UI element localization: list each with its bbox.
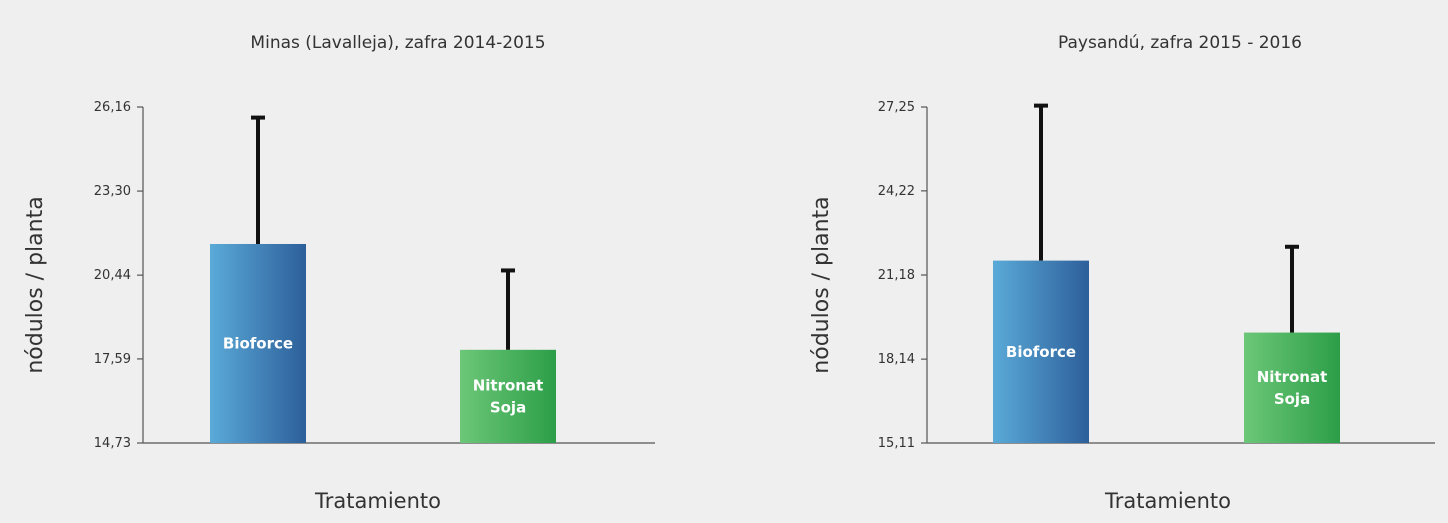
bar-label: Nitronat xyxy=(473,376,544,394)
y-tick-label: 14,73 xyxy=(94,436,131,451)
chart-title: Paysandú, zafra 2015 - 2016 xyxy=(1058,33,1302,53)
y-tick-label: 26,16 xyxy=(94,100,131,115)
y-axis-label: nódulos / planta xyxy=(23,196,48,373)
bar-label: Nitronat xyxy=(1257,368,1328,386)
y-tick-label: 21,18 xyxy=(878,268,915,283)
y-axis-label: nódulos / planta xyxy=(809,196,834,373)
y-tick-label: 20,44 xyxy=(94,268,131,283)
chart-panel-2: Paysandú, zafra 2015 - 2016 nódulos / pla… xyxy=(809,33,1435,513)
y-tick-label: 17,59 xyxy=(94,352,131,367)
y-tick-label: 18,14 xyxy=(878,352,915,367)
bar-label: Bioforce xyxy=(1006,343,1076,361)
bar-label: Soja xyxy=(1274,390,1310,408)
bar-nitronat-soja xyxy=(1244,332,1340,443)
y-tick-label: 23,30 xyxy=(94,184,131,199)
x-axis-label: Tratamiento xyxy=(1104,489,1231,513)
bar-bioforce xyxy=(993,260,1089,443)
x-axis-label: Tratamiento xyxy=(314,489,441,513)
y-tick-label: 27,25 xyxy=(878,100,915,115)
y-tick-label: 15,11 xyxy=(878,436,915,451)
chart-title: Minas (Lavalleja), zafra 2014-2015 xyxy=(250,33,545,53)
bar-label: Soja xyxy=(490,398,526,416)
bar-nitronat-soja xyxy=(460,349,556,443)
bar-label: Bioforce xyxy=(223,334,293,352)
y-tick-label: 24,22 xyxy=(878,184,915,199)
chart-panel-1: Minas (Lavalleja), zafra 2014-2015 nódulo… xyxy=(23,33,655,513)
bar-bioforce xyxy=(210,243,306,443)
